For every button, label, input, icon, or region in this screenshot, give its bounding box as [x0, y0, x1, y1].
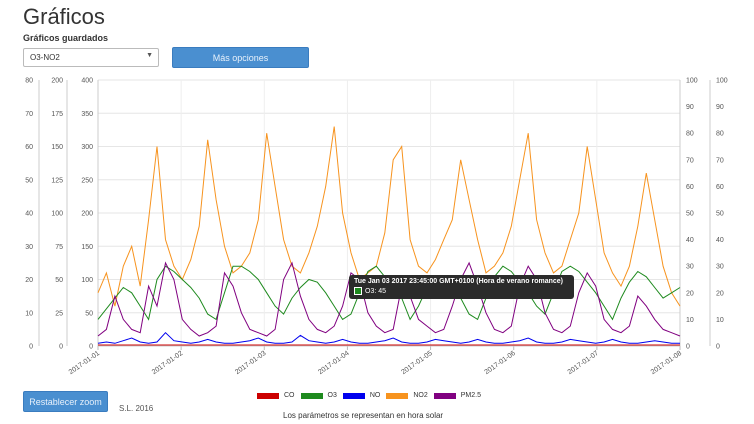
- axis-tick-label: 50: [686, 211, 694, 218]
- legend-item-no2[interactable]: NO2: [386, 392, 428, 399]
- axis-tick-label: 10: [686, 317, 694, 324]
- axis-tick-label: 90: [716, 104, 724, 111]
- axis-tick-label: 60: [686, 184, 694, 191]
- axis-tick-label: 60: [716, 184, 724, 191]
- series-line-no2: [97, 126, 681, 307]
- chart[interactable]: 0102030405060708002550751001251501752000…: [0, 0, 754, 390]
- x-tick-label: 2017-01-03: [234, 350, 267, 376]
- page-title: Gráficos: [23, 4, 105, 29]
- axis-tick-label: 75: [55, 244, 63, 251]
- axis-tick-label: 0: [686, 344, 690, 351]
- axis-tick-label: 150: [51, 144, 63, 151]
- axis-tick-label: 70: [25, 111, 33, 118]
- x-tick-label: 2017-01-08: [650, 350, 683, 376]
- axis-tick-label: 200: [81, 211, 93, 218]
- legend-label: O3: [327, 392, 337, 399]
- axis-tick-label: 0: [89, 344, 93, 351]
- axis-tick-label: 80: [716, 131, 724, 138]
- axis-tick-label: 0: [59, 344, 63, 351]
- axis-tick-label: 70: [716, 157, 724, 164]
- axis-tick-label: 40: [25, 211, 33, 218]
- legend-item-pm25[interactable]: PM2.5: [433, 392, 481, 399]
- axis-tick-label: 100: [716, 78, 728, 85]
- legend-swatch: [342, 392, 365, 399]
- axis-tick-label: 20: [686, 290, 694, 297]
- legend-item-o3[interactable]: O3: [300, 392, 337, 399]
- axis-tick-label: 50: [25, 177, 33, 184]
- x-tick-label: 2017-01-02: [151, 350, 184, 376]
- series-line-pm25: [97, 261, 681, 337]
- axis-tick-label: 60: [25, 144, 33, 151]
- axis-tick-label: 30: [716, 264, 724, 271]
- legend-label: NO: [369, 392, 381, 399]
- x-tick-label: 2017-01-07: [567, 350, 600, 376]
- axis-tick-label: 400: [81, 78, 93, 85]
- chart-legend: CO O3 NO NO2 PM2.5: [257, 392, 487, 399]
- axis-tick-label: 0: [29, 344, 33, 351]
- axis-tick-label: 80: [25, 78, 33, 85]
- axis-tick-label: 30: [25, 244, 33, 251]
- legend-swatch: [300, 392, 323, 399]
- x-tick-label: 2017-01-04: [317, 350, 350, 376]
- chevron-down-icon: ▼: [146, 52, 153, 59]
- axis-tick-label: 300: [81, 144, 93, 151]
- chart-tooltip: Tue Jan 03 2017 23:45:00 GMT+0100 (Hora …: [349, 275, 574, 299]
- legend-item-no[interactable]: NO: [342, 392, 381, 399]
- axis-tick-label: 25: [55, 310, 63, 317]
- x-tick-label: 2017-01-05: [400, 350, 433, 376]
- axis-tick-label: 50: [716, 211, 724, 218]
- axis-tick-label: 20: [25, 277, 33, 284]
- footer-credit: S.L. 2016: [119, 404, 154, 413]
- legend-label: CO: [284, 392, 295, 399]
- legend-swatch: [386, 392, 409, 399]
- axis-tick-label: 250: [81, 177, 93, 184]
- legend-swatch: [257, 392, 279, 399]
- axis-tick-label: 0: [716, 344, 720, 351]
- axis-tick-label: 100: [686, 78, 698, 85]
- axis-tick-label: 350: [81, 111, 93, 118]
- x-tick-label: 2017-01-01: [68, 350, 101, 376]
- reset-zoom-button[interactable]: Restablecer zoom: [23, 391, 108, 412]
- axis-tick-label: 150: [81, 244, 93, 251]
- axis-tick-label: 125: [51, 177, 63, 184]
- series-line-no: [97, 331, 680, 344]
- tooltip-value: O3: 45: [365, 287, 387, 295]
- axis-tick-label: 100: [81, 277, 93, 284]
- more-options-button[interactable]: Más opciones: [172, 47, 309, 68]
- axis-tick-label: 200: [51, 78, 63, 85]
- legend-swatch: [433, 392, 456, 399]
- solar-time-note: Los parámetros se representan en hora so…: [283, 411, 444, 420]
- tooltip-header: Tue Jan 03 2017 23:45:00 GMT+0100 (Hora …: [354, 278, 563, 285]
- axis-tick-label: 175: [51, 111, 63, 118]
- axis-tick-label: 10: [25, 310, 33, 317]
- x-tick-label: 2017-01-06: [484, 350, 517, 376]
- saved-charts-select[interactable]: O3-NO2 ▼: [23, 48, 159, 67]
- tooltip-series-swatch: [354, 287, 362, 295]
- axis-tick-label: 50: [55, 277, 63, 284]
- axis-tick-label: 20: [716, 290, 724, 297]
- axis-tick-label: 70: [686, 157, 694, 164]
- saved-charts-selected-value: O3-NO2: [30, 53, 60, 62]
- legend-label: PM2.5: [460, 392, 481, 399]
- axis-tick-label: 40: [686, 237, 694, 244]
- axis-tick-label: 100: [51, 211, 63, 218]
- axis-tick-label: 90: [686, 104, 694, 111]
- saved-charts-label: Gráficos guardados: [23, 33, 109, 43]
- legend-label: NO2: [413, 392, 428, 399]
- axis-tick-label: 50: [85, 310, 93, 317]
- axis-tick-label: 30: [686, 264, 694, 271]
- axis-tick-label: 10: [716, 317, 724, 324]
- axis-tick-label: 40: [716, 237, 724, 244]
- axis-tick-label: 80: [686, 131, 694, 138]
- legend-item-co[interactable]: CO: [257, 392, 295, 399]
